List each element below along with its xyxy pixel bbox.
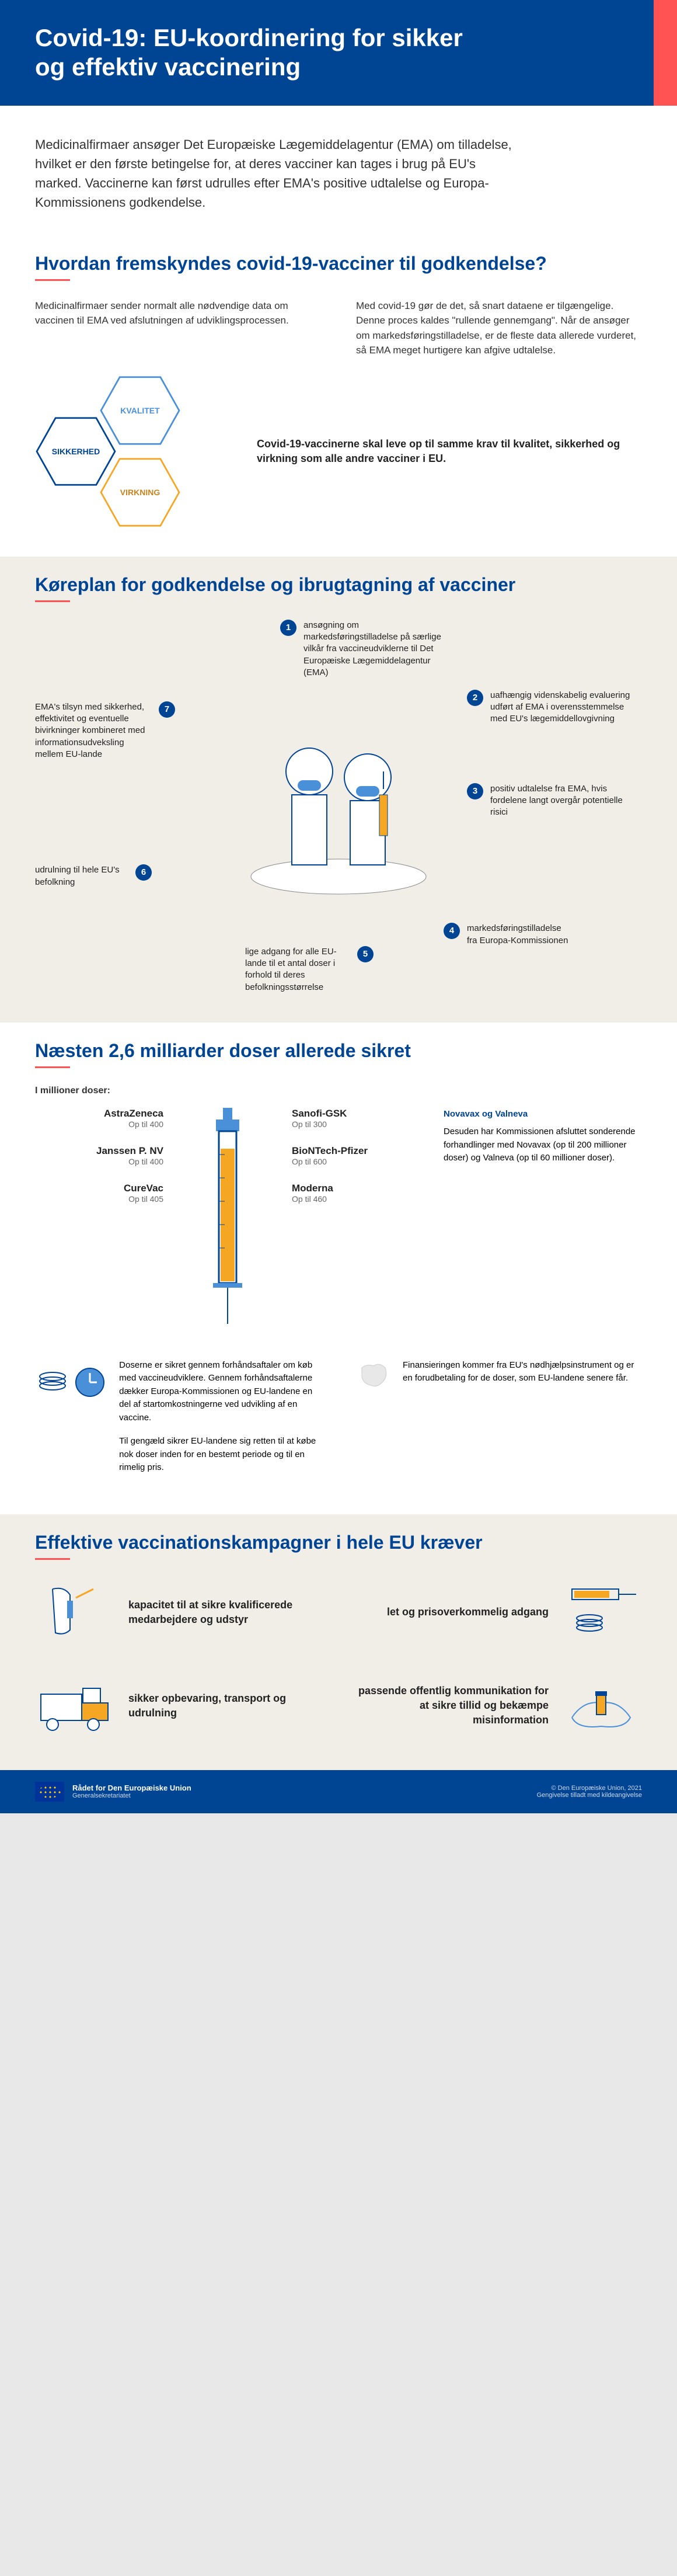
step-number: 7 — [159, 701, 175, 718]
step-number: 5 — [357, 946, 374, 962]
funding-text-2: Til gengæld sikrer EU-landene sig retten… — [119, 1435, 321, 1475]
roadmap-step-3: 3 positiv udtalelse fra EMA, hvis fordel… — [467, 783, 642, 819]
dose-name: BioNTech-Pfizer — [292, 1145, 420, 1157]
hex-efficacy: VIRKNING — [99, 457, 181, 527]
title-underline — [35, 600, 70, 602]
campaign-text: let og prisoverkommelig adgang — [387, 1605, 549, 1619]
section-approval-speedup: Hvordan fremskyndes covid-19-vacciner ti… — [0, 235, 677, 557]
doses-left-column: AstraZeneca Op til 400 Janssen P. NV Op … — [35, 1108, 163, 1220]
roadmap-step-5: 5 lige adgang for alle EU-lande til et a… — [245, 946, 374, 993]
funding-left: Doserne er sikret gennem forhåndsaftaler… — [35, 1359, 321, 1485]
s4-title: Effektive vaccinationskampagner i hele E… — [35, 1532, 642, 1553]
roadmap-step-6: 6 udrulning til hele EU's befolkning — [35, 864, 152, 888]
s2-title: Køreplan for godkendelse og ibrugtagning… — [35, 574, 642, 596]
syringe-icon — [187, 1108, 268, 1330]
campaign-item-4: passende offentlig kommunikation for at … — [356, 1671, 642, 1741]
campaign-item-2: let og prisoverkommelig adgang — [356, 1577, 642, 1647]
truck-icon — [35, 1671, 117, 1741]
intro-paragraph: Medicinalfirmaer ansøger Det Europæiske … — [0, 106, 549, 235]
coins-clock-icons — [35, 1359, 107, 1485]
campaign-text: passende offentlig kommunikation for at … — [356, 1684, 549, 1728]
eu-map-icon — [356, 1359, 391, 1394]
side-note-title: Novavax og Valneva — [444, 1108, 642, 1121]
step-number: 1 — [280, 620, 296, 636]
s3-title: Næsten 2,6 milliarder doser allerede sik… — [35, 1040, 642, 1062]
arm-injection-icon — [35, 1577, 117, 1647]
side-note-text: Desuden har Kommissionen afsluttet sonde… — [444, 1125, 642, 1165]
doses-side-note: Novavax og Valneva Desuden har Kommissio… — [444, 1108, 642, 1165]
footer-sub: Generalsekretariatet — [72, 1792, 191, 1799]
dose-item: Sanofi-GSK Op til 300 — [292, 1108, 420, 1129]
campaign-item-1: kapacitet til at sikre kvalificerede med… — [35, 1577, 321, 1647]
hex-efficacy-label: VIRKNING — [120, 488, 160, 497]
section-roadmap: Køreplan for godkendelse og ibrugtagning… — [0, 557, 677, 1023]
step-number: 2 — [467, 690, 483, 706]
step-text: ansøgning om markedsføringstilladelse på… — [303, 620, 444, 679]
campaign-text: sikker opbevaring, transport og udrulnin… — [128, 1691, 321, 1720]
doses-right-column: Sanofi-GSK Op til 300 BioNTech-Pfizer Op… — [292, 1108, 420, 1220]
syringe-coins-icon — [560, 1577, 642, 1647]
s1-left-text: Medicinalfirmaer sender normalt alle nød… — [35, 298, 321, 358]
title-underline — [35, 279, 70, 281]
step-number: 6 — [135, 864, 152, 881]
section-doses: Næsten 2,6 milliarder doser allerede sik… — [0, 1023, 677, 1514]
page-title: Covid-19: EU-koordinering for sikker og … — [35, 23, 490, 82]
hexagon-diagram: KVALITET SIKKERHED VIRKNING — [35, 376, 233, 527]
s1-title: Hvordan fremskyndes covid-19-vacciner ti… — [35, 253, 642, 274]
step-text: EMA's tilsyn med sikkerhed, effektivitet… — [35, 701, 152, 760]
hex-safety-label: SIKKERHED — [52, 447, 100, 456]
funding-text-3: Finansieringen kommer fra EU's nødhjælps… — [403, 1359, 642, 1385]
dose-item: CureVac Op til 405 — [35, 1183, 163, 1204]
step-text: uafhængig videnskabelig evaluering udfør… — [490, 690, 642, 725]
dose-name: Sanofi-GSK — [292, 1108, 420, 1120]
roadmap-step-7: 7 EMA's tilsyn med sikkerhed, effektivit… — [35, 701, 175, 760]
step-text: positiv udtalelse fra EMA, hvis fordelen… — [490, 783, 642, 819]
page-footer: Rådet for Den Europæiske Union Generalse… — [0, 1770, 677, 1813]
step-number: 3 — [467, 783, 483, 799]
dose-item: Moderna Op til 460 — [292, 1183, 420, 1204]
footer-note: Gengivelse tilladt med kildeangivelse — [537, 1792, 642, 1799]
dose-name: Moderna — [292, 1183, 420, 1194]
footer-org: Rådet for Den Europæiske Union — [72, 1784, 191, 1792]
step-text: markedsføringstilladelse fra Europa-Komm… — [467, 923, 572, 947]
page-header: Covid-19: EU-koordinering for sikker og … — [0, 0, 677, 106]
dose-item: Janssen P. NV Op til 400 — [35, 1145, 163, 1166]
dose-name: CureVac — [35, 1183, 163, 1194]
eu-flag-icon — [35, 1782, 64, 1802]
hex-note: Covid-19-vaccinerne skal leve op til sam… — [257, 437, 642, 466]
roadmap-step-1: 1 ansøgning om markedsføringstilladelse … — [280, 620, 444, 679]
step-number: 4 — [444, 923, 460, 939]
s1-right-text: Med covid-19 gør de det, så snart dataen… — [356, 298, 642, 358]
campaign-text: kapacitet til at sikre kvalificerede med… — [128, 1598, 321, 1627]
funding-right: Finansieringen kommer fra EU's nødhjælps… — [356, 1359, 642, 1485]
dose-item: AstraZeneca Op til 400 — [35, 1108, 163, 1129]
roadmap-illustration — [239, 713, 438, 900]
step-text: udrulning til hele EU's befolkning — [35, 864, 128, 888]
dose-amount: Op til 600 — [292, 1157, 420, 1166]
dose-amount: Op til 400 — [35, 1157, 163, 1166]
doses-subtitle: I millioner doser: — [35, 1086, 642, 1096]
header-accent-bar — [654, 0, 677, 106]
dose-name: AstraZeneca — [35, 1108, 163, 1120]
roadmap-step-4: 4 markedsføringstilladelse fra Europa-Ko… — [444, 923, 572, 947]
dose-amount: Op til 400 — [35, 1120, 163, 1129]
dose-name: Janssen P. NV — [35, 1145, 163, 1157]
dose-amount: Op til 405 — [35, 1194, 163, 1204]
step-text: lige adgang for alle EU-lande til et ant… — [245, 946, 350, 993]
dose-amount: Op til 300 — [292, 1120, 420, 1129]
section-campaigns: Effektive vaccinationskampagner i hele E… — [0, 1514, 677, 1770]
footer-copyright: © Den Europæiske Union, 2021 — [537, 1785, 642, 1792]
title-underline — [35, 1066, 70, 1068]
campaign-item-3: sikker opbevaring, transport og udrulnin… — [35, 1671, 321, 1741]
roadmap-step-2: 2 uafhængig videnskabelig evaluering udf… — [467, 690, 642, 725]
title-underline — [35, 1558, 70, 1560]
dose-amount: Op til 460 — [292, 1194, 420, 1204]
dose-item: BioNTech-Pfizer Op til 600 — [292, 1145, 420, 1166]
hex-quality-label: KVALITET — [120, 406, 159, 415]
funding-text-1: Doserne er sikret gennem forhåndsaftaler… — [119, 1359, 321, 1425]
hands-vial-icon — [560, 1671, 642, 1741]
